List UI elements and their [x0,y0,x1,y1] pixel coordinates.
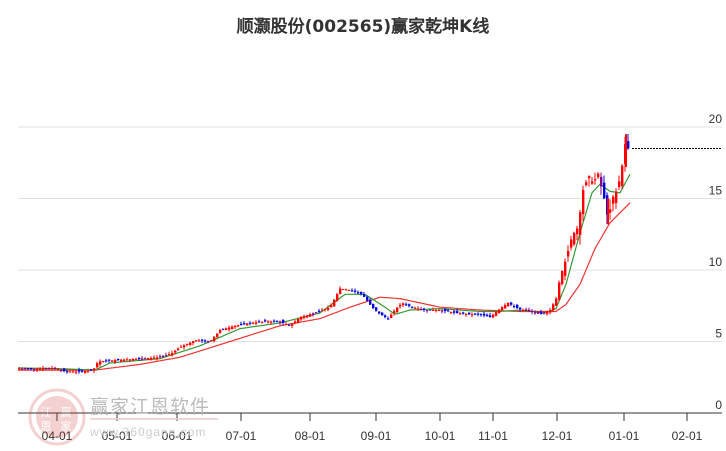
x-tick-label: 08-01 [295,429,326,443]
x-tick-label: 02-01 [672,429,703,443]
y-tick-label: 10 [709,255,723,269]
watermark-url: www.360gann.com [90,425,207,439]
watermark-divider [90,418,218,420]
chart-title: 顺灏股份(002565)赢家乾坤K线 [236,17,490,37]
y-tick-label: 20 [709,112,723,126]
x-tick-label: 05-01 [102,429,133,443]
x-tick-label: 06-01 [162,429,193,443]
x-tick-label: 04-01 [42,429,73,443]
x-tick-label: 09-01 [361,429,392,443]
x-tick-label: 12-01 [542,429,573,443]
ma-long-line [18,202,631,371]
candlesticks [18,133,630,375]
x-tick-label: 07-01 [226,429,257,443]
watermark-brand: 赢家江恩软件 [90,396,211,418]
y-tick-label: 15 [709,184,723,198]
y-tick-label: 5 [715,327,722,341]
x-tick-label: 01-01 [609,429,640,443]
x-tick-label: 11-01 [478,429,508,443]
x-tick-label: 10-01 [425,429,456,443]
ma-short-line [18,173,631,371]
x-axis: 04-01 05-01 06-01 07-01 08-01 09-01 10-01 11-01… [18,412,722,443]
grid-lines [18,126,722,342]
y-axis-labels: 0 5 10 15 20 [709,112,723,412]
y-tick-label: 0 [715,398,722,412]
